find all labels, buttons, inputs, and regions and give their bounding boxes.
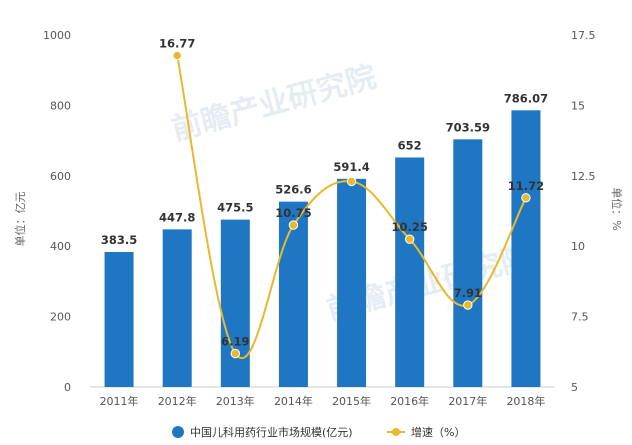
bar <box>278 201 308 387</box>
growth-value-label: 16.77 <box>159 37 195 51</box>
y-left-tick-label: 200 <box>50 311 71 324</box>
legend: 中国儿科用药行业市场规模(亿元) 增速（%） <box>172 425 465 439</box>
growth-value-label: 10.75 <box>275 206 311 220</box>
watermark-text: 前瞻产业研究院 <box>168 60 380 148</box>
bar-value-label: 786.07 <box>504 91 548 105</box>
growth-value-label: 6.19 <box>221 334 249 348</box>
x-tick-label: 2015年 <box>332 394 371 408</box>
y-right-tick-label: 12.5 <box>571 170 596 183</box>
bar-series <box>104 110 541 388</box>
growth-point <box>521 193 531 203</box>
bar-value-label: 383.5 <box>101 233 137 247</box>
y-left-tick-label: 0 <box>64 381 71 394</box>
legend-bar-swatch <box>172 426 184 438</box>
bar <box>104 252 134 387</box>
bar-value-label: 703.59 <box>446 120 490 134</box>
bar-value-label: 447.8 <box>159 210 195 224</box>
y-left-tick-label: 400 <box>50 240 71 253</box>
x-tick-label: 2011年 <box>100 394 139 408</box>
x-tick-label: 2014年 <box>274 394 313 408</box>
growth-point <box>172 50 182 61</box>
axes: 0 200 400 600 800 1000 5 7.5 10 12.5 15 17.5 2011年 20… <box>13 29 624 408</box>
growth-point <box>404 234 415 244</box>
y-right-tick-label: 7.5 <box>571 311 589 324</box>
bar-value-label: 526.6 <box>275 183 311 197</box>
y-right-axis-title: 单位：% <box>610 187 624 230</box>
y-right-tick-label: 10 <box>571 240 585 253</box>
y-right-tick-label: 5 <box>571 381 578 394</box>
bar <box>511 110 541 388</box>
growth-value-label: 10.25 <box>391 220 427 234</box>
growth-point <box>288 220 299 230</box>
legend-line-label: 增速（%） <box>411 425 465 439</box>
x-tick-label: 2013年 <box>216 394 255 408</box>
growth-point <box>346 176 357 187</box>
y-left-tick-label: 1000 <box>43 29 71 42</box>
y-right-tick-label: 17.5 <box>571 29 596 42</box>
data-labels: 383.5 447.8 475.5 526.6 591.4 652 703.59 786.07… <box>101 37 548 349</box>
x-tick-label: 2012年 <box>158 394 197 408</box>
growth-point <box>463 300 473 310</box>
growth-point <box>230 348 241 359</box>
legend-bar-label: 中国儿科用药行业市场规模(亿元) <box>190 425 353 439</box>
legend-line-marker <box>392 428 400 436</box>
bar-value-label: 475.5 <box>217 201 253 215</box>
bar <box>395 157 425 387</box>
bar-value-label: 591.4 <box>333 160 369 174</box>
y-left-tick-label: 800 <box>50 99 71 112</box>
x-tick-label: 2017年 <box>448 394 487 408</box>
bar <box>162 229 192 387</box>
y-right-tick-label: 15 <box>571 99 585 112</box>
x-tick-label: 2018年 <box>506 394 545 408</box>
y-left-tick-label: 600 <box>50 170 71 183</box>
line-series <box>172 50 531 359</box>
bar <box>220 219 250 387</box>
bar <box>453 139 483 387</box>
growth-value-label: 7.91 <box>454 286 482 300</box>
bar <box>337 178 367 387</box>
bar-value-label: 652 <box>398 138 422 152</box>
y-left-axis-title: 单位：亿元 <box>13 192 27 247</box>
x-tick-label: 2016年 <box>390 394 429 408</box>
growth-value-label: 11.72 <box>508 179 544 193</box>
